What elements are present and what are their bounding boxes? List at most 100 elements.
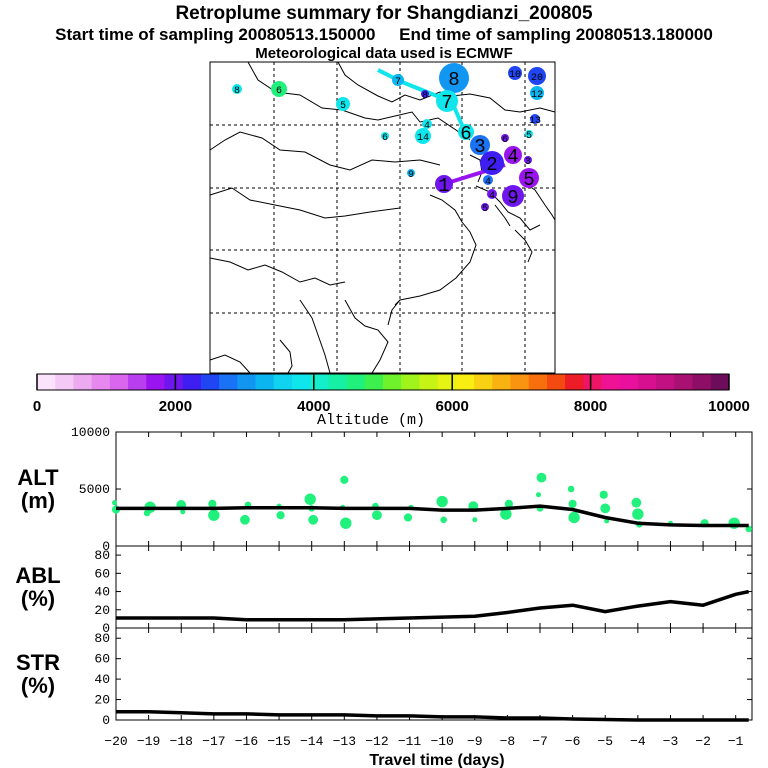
scatter-point	[403, 513, 413, 522]
colorbar-swatch	[55, 374, 74, 390]
x-tick-label: −4	[630, 734, 646, 749]
x-tick-label: −5	[597, 734, 613, 749]
x-tick-label: −15	[267, 734, 290, 749]
x-tick-label: −17	[202, 734, 225, 749]
x-tick-label: −8	[500, 734, 516, 749]
y-tick-label: 40	[94, 585, 110, 600]
map-marker: 14	[415, 128, 431, 144]
map-marker-label: 6	[276, 86, 282, 97]
map-marker-dot	[392, 74, 404, 86]
colorbar-swatch	[273, 374, 293, 390]
colorbar-label: Altitude (m)	[317, 412, 425, 429]
scatter-point	[631, 497, 642, 508]
panel-ylabel-unit: (m)	[21, 488, 55, 513]
panel-ylabel-unit: (%)	[21, 673, 55, 698]
colorbar-swatch	[583, 374, 603, 390]
y-tick-label: 40	[94, 672, 110, 687]
scatter-point	[304, 493, 316, 505]
map-marker-dot	[436, 90, 458, 112]
scatter-point	[240, 514, 250, 525]
colorbar-swatch	[528, 374, 548, 390]
map-marker: 9	[502, 185, 524, 209]
x-tick-label: −14	[300, 734, 324, 749]
map-marker: 3	[470, 135, 490, 158]
x-tick-label: −2	[695, 734, 711, 749]
map-marker: 6	[271, 81, 287, 97]
map-marker-dot	[470, 135, 490, 155]
map-marker: 10	[508, 66, 522, 81]
scatter-point	[112, 500, 117, 506]
scatter-point	[568, 511, 580, 524]
map-marker-dot	[487, 189, 497, 199]
map-marker: 5	[519, 168, 539, 191]
map-marker: 5	[336, 97, 350, 112]
colorbar-swatch	[37, 374, 56, 390]
scatter-point	[372, 510, 382, 521]
colorbar-tick-label: 2000	[159, 398, 192, 415]
map-marker: 2	[480, 151, 504, 176]
map-marker-dot	[381, 132, 389, 140]
map-marker-dot	[525, 130, 533, 138]
colorbar-swatch	[546, 374, 566, 390]
x-tick-label: −13	[333, 734, 356, 749]
map-marker-dot	[530, 86, 544, 100]
map-marker-dot	[508, 66, 522, 80]
map-marker-dot	[502, 185, 524, 207]
scatter-point	[472, 517, 478, 523]
map-marker: 5	[525, 130, 533, 142]
map-marker: 6	[458, 123, 474, 145]
chart-title: Retroplume summary for Shangdianzi_20080…	[175, 3, 593, 24]
map-marker: 7	[392, 74, 404, 88]
x-tick-label: −7	[532, 734, 548, 749]
y-tick-label: 0	[102, 621, 110, 636]
map-marker-label: 20	[531, 73, 543, 84]
colorbar-swatch	[401, 374, 420, 390]
colorbar-swatch	[328, 374, 348, 390]
y-tick-label: 10000	[71, 425, 110, 440]
colorbar-swatch	[601, 374, 621, 390]
map-marker-label: 3	[474, 136, 485, 158]
series-line	[116, 710, 749, 722]
colorbar-swatch	[255, 374, 275, 390]
colorbar-swatch	[219, 374, 238, 390]
colorbar-swatch	[364, 374, 384, 390]
map-marker: 8	[421, 90, 429, 102]
y-tick-label: 5000	[79, 482, 110, 497]
scatter-point	[504, 499, 513, 508]
scatter-point	[208, 509, 220, 521]
map-marker-label: 10	[509, 70, 521, 81]
map-marker-label: 4	[489, 191, 495, 202]
colorbar-swatch	[656, 374, 675, 390]
map-marker: 8	[439, 63, 469, 93]
map-marker: 3	[524, 156, 532, 168]
map-marker-dot	[501, 134, 509, 142]
colorbar-swatch	[692, 374, 712, 390]
panel-ylabel: STR	[16, 650, 60, 675]
map-marker-dot	[336, 97, 350, 111]
panel-str: 0 20 40 60 80 STR(%)	[16, 627, 753, 728]
x-tick-label: −10	[430, 734, 453, 749]
colorbar-swatch	[710, 374, 730, 390]
altitude-colorbar: 0 2000 4000 6000 8000 10000	[33, 373, 750, 415]
map-marker-label: 5	[526, 131, 532, 142]
panel-frame	[115, 431, 753, 547]
map-marker: 6	[381, 132, 389, 144]
colorbar-swatch	[637, 374, 657, 390]
scatter-point	[536, 472, 547, 483]
scatter-point	[440, 516, 447, 524]
scatter-point	[500, 508, 512, 520]
map-frame	[209, 61, 556, 374]
y-tick-label: 80	[94, 548, 110, 563]
map-marker-dot	[232, 84, 242, 94]
x-tick-label: −1	[728, 734, 744, 749]
colorbar-tick-label: 8000	[574, 398, 607, 415]
panel-ylabel: ABL	[15, 563, 60, 588]
x-tick-label: −3	[663, 734, 679, 749]
series-line	[116, 589, 750, 622]
scatter-point	[180, 509, 186, 515]
map-marker-dot	[524, 156, 532, 164]
scatter-point	[567, 485, 575, 493]
map-marker-label: 13	[529, 116, 541, 127]
map-marker-label: 5	[523, 169, 534, 191]
